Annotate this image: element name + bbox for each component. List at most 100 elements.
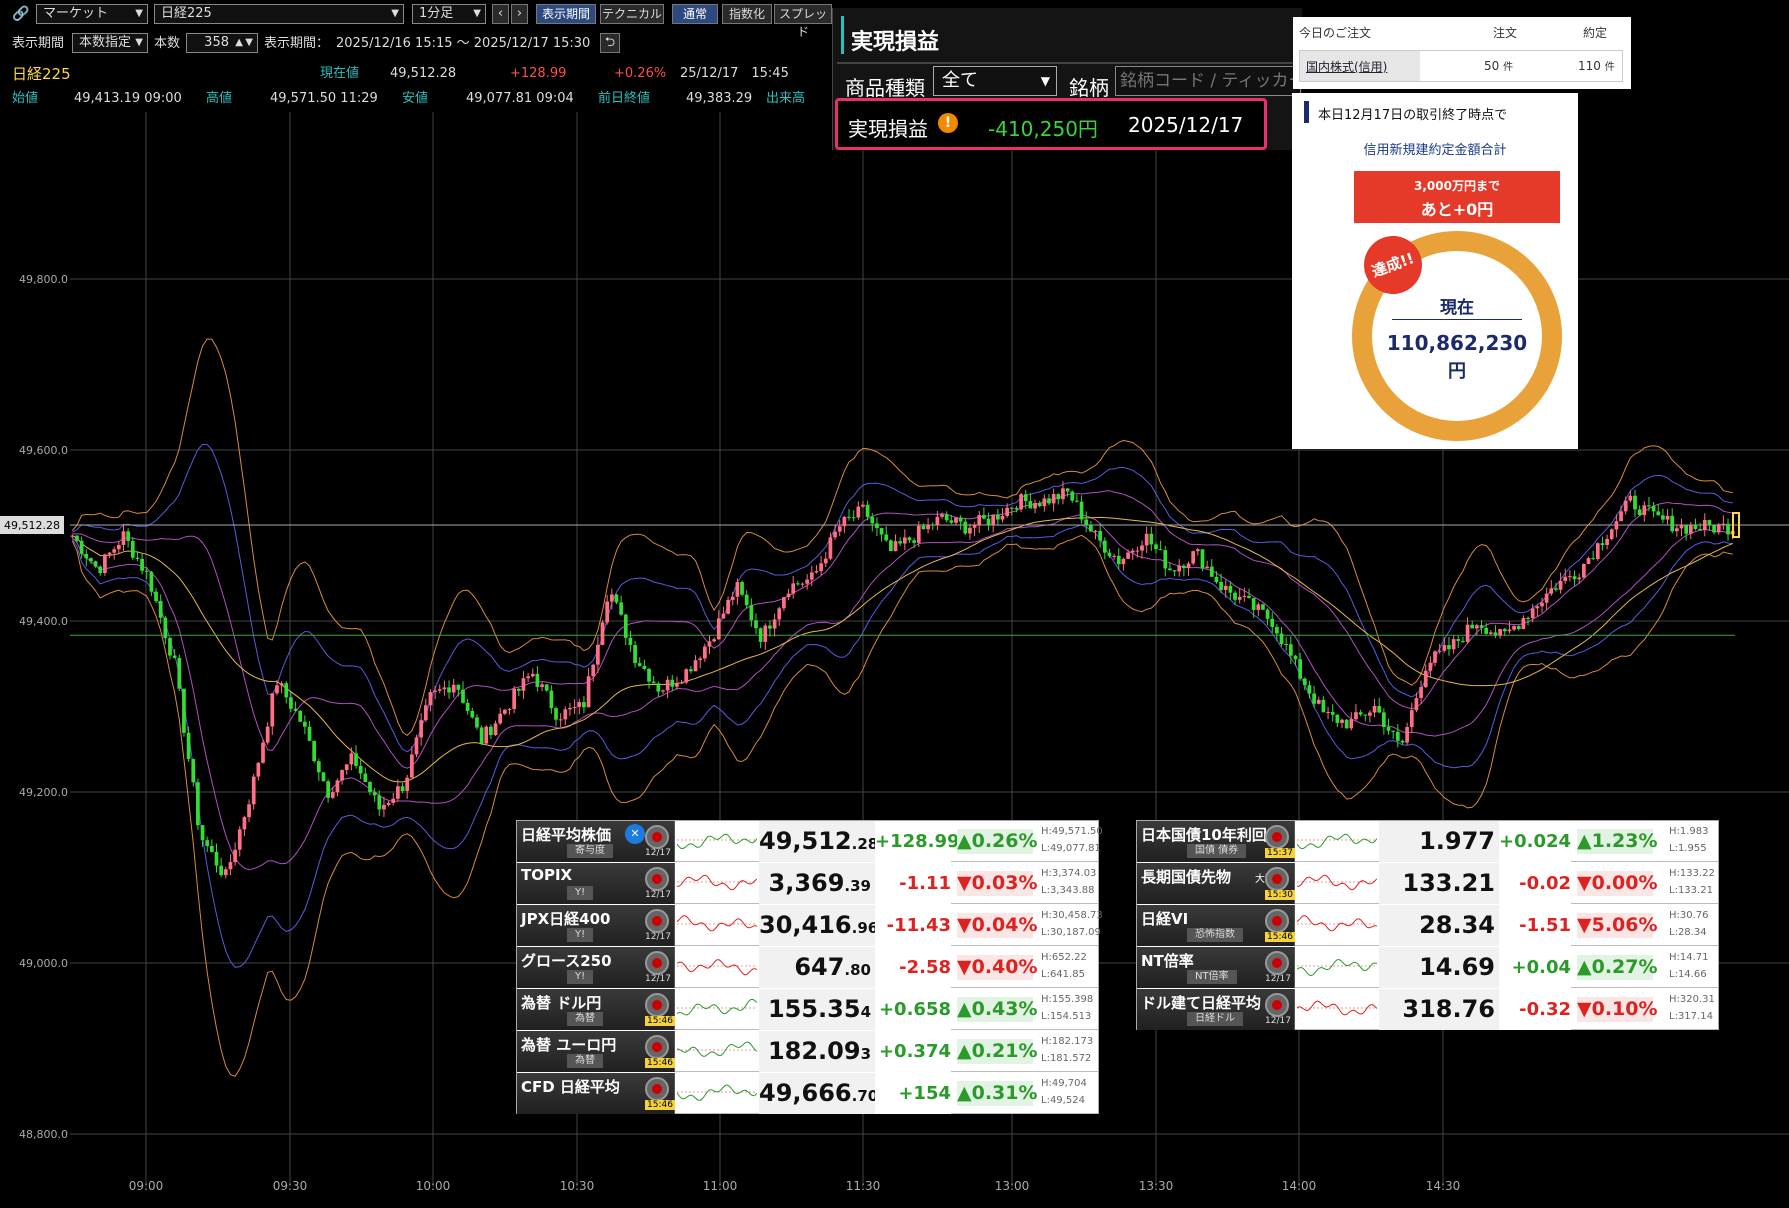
candle-body <box>619 602 623 615</box>
market-row[interactable]: 為替 ドル円 為替 15:46 155.354 +0.658 ▲0.43% H:155.39… <box>517 989 1098 1030</box>
spread-button[interactable]: スプレッド <box>774 4 832 39</box>
candle-body <box>1205 566 1209 569</box>
prev-button[interactable]: ‹ <box>492 4 509 24</box>
candle-body <box>1563 576 1568 581</box>
candle-body <box>1451 639 1456 650</box>
market-row-price: 49,666.70 <box>759 1073 878 1114</box>
market-row-high: H:133.22 <box>1669 868 1715 879</box>
candle-body <box>865 504 870 517</box>
market-row-sub-button[interactable]: NT倍率 <box>1187 970 1237 984</box>
candle-body <box>1154 544 1158 550</box>
market-row[interactable]: 日経VI 恐怖指数 15:46 28.34 -1.51 ▼5.06% H:30.76 L:28… <box>1137 905 1718 946</box>
candle-body <box>247 804 251 818</box>
candle-body <box>1605 538 1609 546</box>
chevron-down-icon[interactable]: ▼ <box>245 37 253 48</box>
market-row-sub-button[interactable]: 国債 債券 <box>1187 844 1247 858</box>
next-button[interactable]: › <box>511 4 528 24</box>
stepper-icon[interactable]: ▲ <box>235 37 243 48</box>
candle-body <box>219 865 224 876</box>
warning-icon[interactable]: ! <box>938 113 958 133</box>
candle-body <box>1400 740 1405 743</box>
orders-row-name[interactable]: 国内株式(信用) <box>1306 60 1388 74</box>
market-row-sub-button[interactable]: 為替 <box>567 1012 603 1026</box>
market-row-price: 3,369.39 <box>759 863 875 904</box>
candle-body <box>1270 618 1275 627</box>
candle-body <box>851 517 856 519</box>
market-row-sub-button[interactable]: 為替 <box>567 1054 603 1068</box>
symbol-search-input[interactable] <box>1115 66 1301 96</box>
y-tick-label: 49,400.0 <box>19 615 68 628</box>
product-type-select[interactable]: 全て ▼ <box>933 66 1057 96</box>
market-row-sub-button[interactable]: 日経ドル <box>1187 1012 1243 1026</box>
candle-body <box>1512 626 1516 630</box>
candle-body <box>1070 491 1075 501</box>
candle-body <box>144 570 149 572</box>
market-row[interactable]: JPX日経400 Y! 12/17 30,416.96 -11.43 ▼0.04% H:30… <box>517 905 1103 946</box>
candle-body <box>1586 558 1591 564</box>
technical-button[interactable]: テクニカル <box>600 4 664 24</box>
candle-body <box>749 605 754 621</box>
market-row[interactable]: NT倍率 NT倍率 12/17 14.69 +0.04 ▲0.27% H:14.71 L:14… <box>1137 947 1718 988</box>
market-select-value: マーケット <box>43 6 109 21</box>
price-main: 49,512 <box>759 827 852 855</box>
candle-body <box>377 795 382 810</box>
period-mode-select[interactable]: 本数指定 ▼ <box>72 33 148 53</box>
candle-body <box>196 782 200 826</box>
candle-body <box>698 658 703 661</box>
market-row-sub-button[interactable]: Y! <box>567 928 594 942</box>
index-button[interactable]: 指数化 <box>722 4 772 24</box>
candle-body <box>837 526 842 532</box>
candle-body <box>256 762 261 777</box>
market-row[interactable]: TOPIX Y! 12/17 3,369.39 -1.11 ▼0.03% H:3,374.0… <box>517 863 1098 904</box>
market-row-low: L:49,077.81 <box>1041 843 1101 854</box>
reset-range-button[interactable]: ⮌ <box>600 33 620 53</box>
market-row-sub-button[interactable]: 寄与度 <box>567 844 613 858</box>
sparkline <box>1297 948 1377 986</box>
market-row[interactable]: 日経平均株価 寄与度 ✕ 12/17 49,512.28 +128.99 ▲0.26% H:4… <box>517 821 1103 862</box>
candle-body <box>1721 523 1726 525</box>
orders-col-order: 注文 <box>1493 26 1518 40</box>
interval-select[interactable]: 1分足 ▼ <box>412 4 486 24</box>
candle-body <box>1707 520 1712 526</box>
market-row[interactable]: 長期国債先物大取15:30133.21-0.02▼0.00%H:133.22L:… <box>1137 863 1718 904</box>
candle-body <box>1479 625 1484 628</box>
candle-body <box>1107 552 1112 557</box>
normal-button[interactable]: 通常 <box>672 4 718 24</box>
market-row-sub-button[interactable]: Y! <box>567 886 594 900</box>
candle-body <box>758 628 763 642</box>
candle-body <box>512 688 517 709</box>
market-row-sub-button[interactable]: 恐怖指数 <box>1187 928 1243 942</box>
realized-value: -410,250円 <box>988 117 1098 141</box>
candle-body <box>1251 598 1256 610</box>
candle-body <box>577 702 582 707</box>
market-row[interactable]: グロース250 Y! 12/17 647.80 -2.58 ▼0.40% H:652.22 L… <box>517 947 1098 988</box>
candle-body <box>84 553 89 559</box>
flag-icon <box>645 909 669 933</box>
sparkline <box>677 1074 757 1112</box>
x-share-icon[interactable]: ✕ <box>625 824 645 844</box>
market-row[interactable]: CFD 日経平均15:4649,666.70日経比:+154▲0.31%H:49… <box>517 1073 1098 1114</box>
candle-body <box>1354 712 1358 720</box>
market-row[interactable]: ドル建て日経平均 日経ドル 12/17 318.76 -0.32 ▼0.10% H:320.… <box>1137 989 1718 1030</box>
flag-icon <box>645 1077 669 1101</box>
candle-body <box>1628 495 1633 501</box>
candle-body <box>558 719 563 721</box>
market-row[interactable]: 為替 ユーロ円 為替 15:46 182.093 +0.374 ▲0.21% H:182.1… <box>517 1031 1098 1072</box>
symbol-select[interactable]: 日経225 ▼ <box>154 4 404 24</box>
market-row-sub-button[interactable]: Y! <box>567 970 594 984</box>
candle-body <box>1186 563 1191 569</box>
candle-body <box>1312 693 1316 704</box>
count-stepper[interactable]: 358 ▲ ▼ <box>186 33 258 53</box>
link-icon[interactable]: 🔗 <box>12 6 30 22</box>
candle-body <box>1409 710 1414 728</box>
period-button[interactable]: 表示期間 <box>536 4 596 24</box>
candle-body <box>163 617 168 639</box>
market-select[interactable]: マーケット ▼ <box>36 4 148 24</box>
bollinger-lower-2 <box>71 524 1733 968</box>
candle-body <box>1116 555 1121 565</box>
candle-body <box>1098 530 1103 541</box>
market-row[interactable]: 日本国債10年利回り 国債 債券 15:37 1.977 +0.024 ▲1.23% H:1… <box>1137 821 1718 862</box>
market-row-date: 12/17 <box>645 974 671 984</box>
candle-body <box>1661 515 1665 520</box>
orders-row-name-cell[interactable] <box>1300 51 1420 81</box>
